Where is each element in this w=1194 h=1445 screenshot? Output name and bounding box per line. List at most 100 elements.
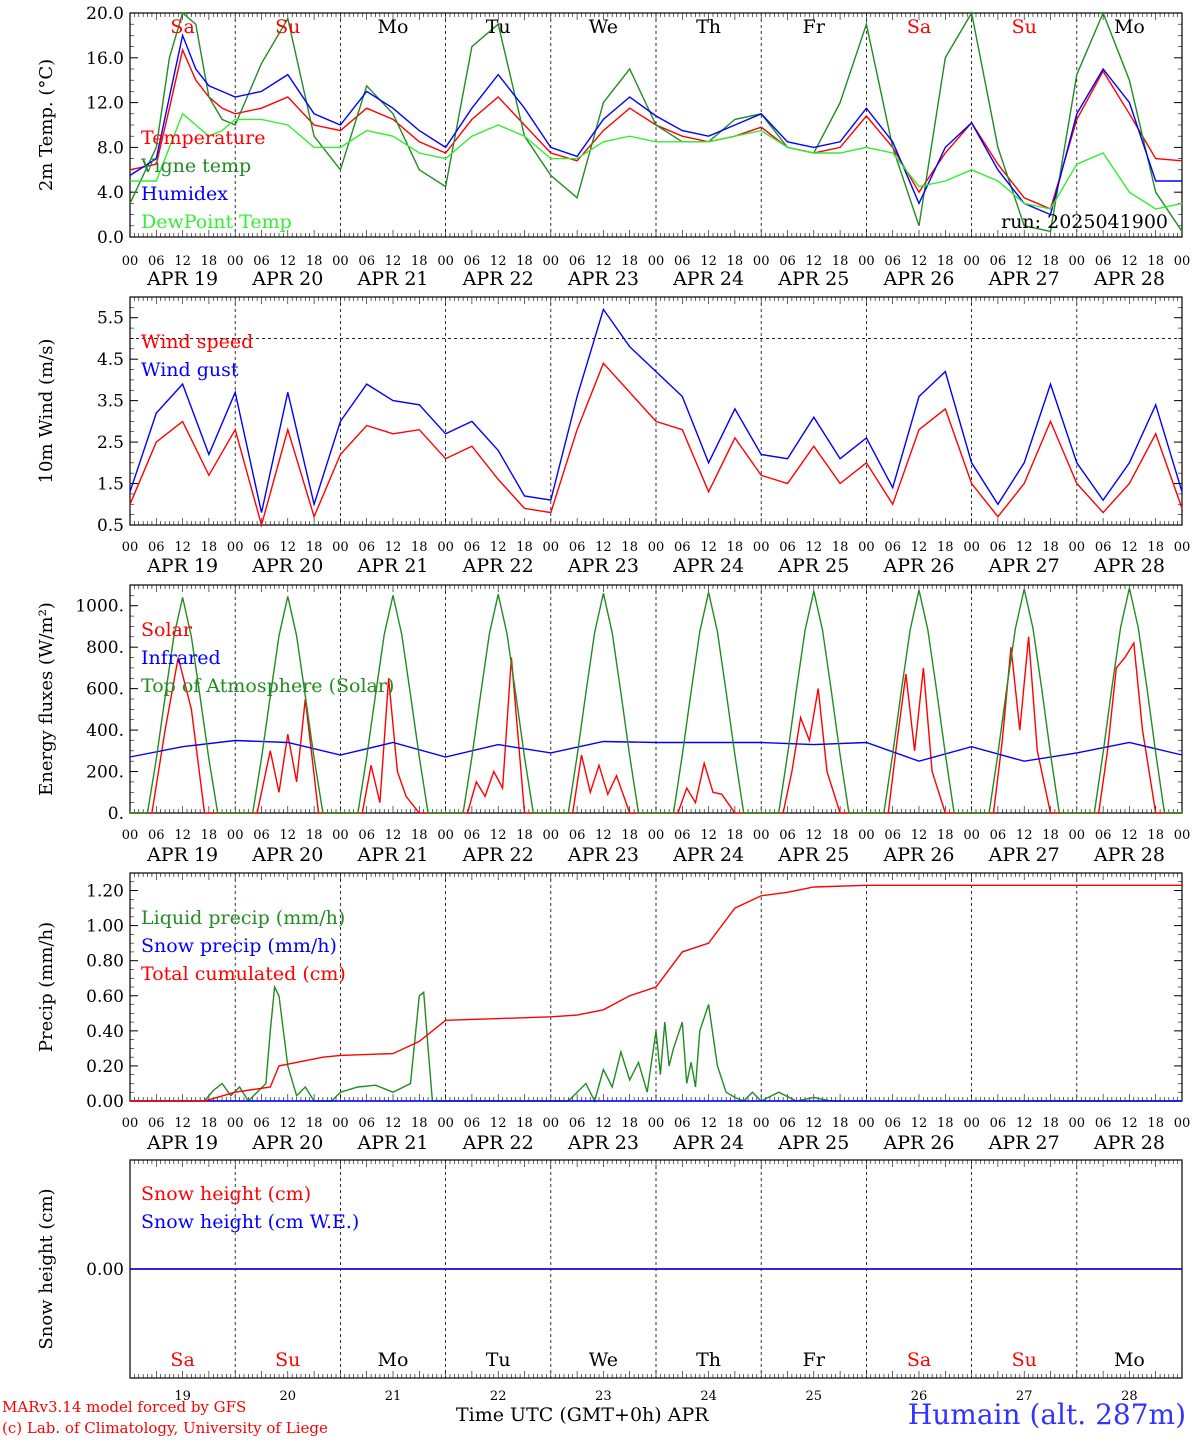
hour-tick-label: 12 bbox=[1016, 1116, 1033, 1131]
hour-tick-label: 12 bbox=[1121, 1116, 1138, 1131]
hour-tick-label: 12 bbox=[385, 1116, 402, 1131]
hour-tick-label: 00 bbox=[1174, 1116, 1191, 1131]
hour-tick-label: 12 bbox=[280, 828, 297, 843]
hour-tick-label: 12 bbox=[490, 828, 507, 843]
hour-tick-label: 18 bbox=[201, 540, 218, 555]
hour-tick-label: 18 bbox=[516, 254, 533, 269]
legend-entry: Snow precip (mm/h) bbox=[141, 935, 337, 957]
day-name-label: We bbox=[589, 1349, 618, 1371]
hour-tick-label: 00 bbox=[1174, 540, 1191, 555]
hour-tick-label: 06 bbox=[1095, 540, 1112, 555]
hour-tick-label: 18 bbox=[621, 254, 638, 269]
hour-tick-label: 12 bbox=[806, 254, 823, 269]
hour-tick-label: 06 bbox=[358, 254, 375, 269]
date-label: APR 19 bbox=[146, 555, 218, 577]
hour-tick-label: 18 bbox=[832, 828, 849, 843]
date-label: APR 24 bbox=[672, 844, 744, 866]
y-axis-label: Energy fluxes (W/m²) bbox=[36, 602, 57, 796]
hour-tick-label: 06 bbox=[1095, 1116, 1112, 1131]
day-number-label: 22 bbox=[490, 1389, 507, 1404]
hour-tick-label: 06 bbox=[990, 1116, 1007, 1131]
day-name-label: Mo bbox=[378, 1349, 409, 1371]
y-tick-label: 0.40 bbox=[86, 1022, 124, 1042]
hour-tick-label: 06 bbox=[253, 540, 270, 555]
hour-tick-label: 12 bbox=[806, 540, 823, 555]
legend-entry: Wind gust bbox=[141, 359, 239, 381]
hour-tick-label: 06 bbox=[1095, 828, 1112, 843]
hour-tick-label: 12 bbox=[700, 828, 717, 843]
hour-tick-label: 06 bbox=[674, 828, 691, 843]
y-tick-label: 3.5 bbox=[97, 392, 124, 412]
date-label: APR 19 bbox=[146, 844, 218, 866]
series-line-humidex bbox=[129, 32, 1182, 216]
panel-flux: 0. 200. 400. 600. 800. 1000. Energy fluxes (W/… bbox=[36, 584, 1190, 866]
hour-tick-label: 18 bbox=[201, 1116, 218, 1131]
hour-tick-label: 18 bbox=[411, 254, 428, 269]
hour-tick-label: 06 bbox=[569, 1116, 586, 1131]
hour-tick-label: 12 bbox=[1016, 254, 1033, 269]
date-label: APR 28 bbox=[1093, 844, 1165, 866]
legend-entry: Temperature bbox=[141, 127, 265, 149]
legend-entry: Vigne temp bbox=[140, 155, 251, 177]
y-tick-label: 0.00 bbox=[86, 1092, 124, 1112]
hour-tick-label: 00 bbox=[858, 254, 875, 269]
y-axis-label: 2m Temp. (°C) bbox=[36, 59, 57, 191]
hour-tick-label: 00 bbox=[858, 828, 875, 843]
day-name-label: Su bbox=[275, 16, 300, 38]
hour-tick-label: 12 bbox=[595, 540, 612, 555]
y-tick-label: 5.5 bbox=[97, 309, 124, 329]
date-label: APR 21 bbox=[356, 844, 428, 866]
y-tick-label: 20.0 bbox=[86, 4, 124, 24]
hour-tick-label: 18 bbox=[1042, 1116, 1059, 1131]
day-name-label: Tu bbox=[486, 1349, 511, 1371]
hour-tick-label: 12 bbox=[174, 254, 191, 269]
hour-tick-label: 18 bbox=[306, 1116, 323, 1131]
date-label: APR 28 bbox=[1093, 1132, 1165, 1154]
hour-tick-label: 06 bbox=[779, 540, 796, 555]
time-axis-label: Time UTC (GMT+0h) APR bbox=[456, 1404, 709, 1426]
day-name-label: Th bbox=[696, 1349, 721, 1371]
hour-tick-label: 00 bbox=[332, 1116, 349, 1131]
hour-tick-label: 12 bbox=[490, 540, 507, 555]
hour-tick-label: 06 bbox=[464, 1116, 481, 1131]
date-label: APR 24 bbox=[672, 1132, 744, 1154]
hour-tick-label: 00 bbox=[437, 540, 454, 555]
series-line-dewpoint-temp bbox=[130, 112, 1183, 210]
hour-tick-label: 12 bbox=[595, 1116, 612, 1131]
date-label: APR 23 bbox=[567, 1132, 639, 1154]
hour-tick-label: 06 bbox=[569, 540, 586, 555]
legend-entry: Total cumulated (cm) bbox=[141, 963, 346, 985]
day-number-label: 26 bbox=[911, 1389, 928, 1404]
date-label: APR 26 bbox=[882, 844, 954, 866]
date-label: APR 23 bbox=[567, 555, 639, 577]
hour-tick-label: 12 bbox=[385, 828, 402, 843]
day-name-label: Su bbox=[1012, 16, 1037, 38]
hour-tick-label: 06 bbox=[779, 828, 796, 843]
hour-tick-label: 06 bbox=[674, 1116, 691, 1131]
hour-tick-label: 00 bbox=[543, 254, 560, 269]
hour-tick-label: 00 bbox=[753, 254, 770, 269]
legend-entry: Infrared bbox=[141, 647, 221, 669]
hour-tick-label: 18 bbox=[306, 540, 323, 555]
hour-tick-label: 18 bbox=[306, 254, 323, 269]
date-label: APR 19 bbox=[146, 268, 218, 290]
hour-tick-label: 06 bbox=[253, 254, 270, 269]
hour-tick-label: 06 bbox=[990, 828, 1007, 843]
date-label: APR 26 bbox=[882, 268, 954, 290]
date-label: APR 21 bbox=[356, 268, 428, 290]
hour-tick-label: 18 bbox=[411, 1116, 428, 1131]
hour-tick-label: 06 bbox=[358, 540, 375, 555]
hour-tick-label: 00 bbox=[1069, 254, 1086, 269]
y-axis-label: 10m Wind (m/s) bbox=[36, 339, 57, 484]
hour-tick-label: 18 bbox=[727, 540, 744, 555]
hour-tick-label: 12 bbox=[490, 1116, 507, 1131]
hour-tick-label: 12 bbox=[174, 828, 191, 843]
hour-tick-label: 12 bbox=[700, 254, 717, 269]
day-name-label: Fr bbox=[803, 1349, 826, 1371]
hour-tick-label: 00 bbox=[227, 828, 244, 843]
date-label: APR 22 bbox=[462, 555, 534, 577]
hour-tick-label: 18 bbox=[201, 828, 218, 843]
hour-tick-label: 00 bbox=[753, 1116, 770, 1131]
hour-tick-label: 00 bbox=[227, 540, 244, 555]
series-line-liquid-precip-mm-h- bbox=[130, 984, 1182, 1103]
